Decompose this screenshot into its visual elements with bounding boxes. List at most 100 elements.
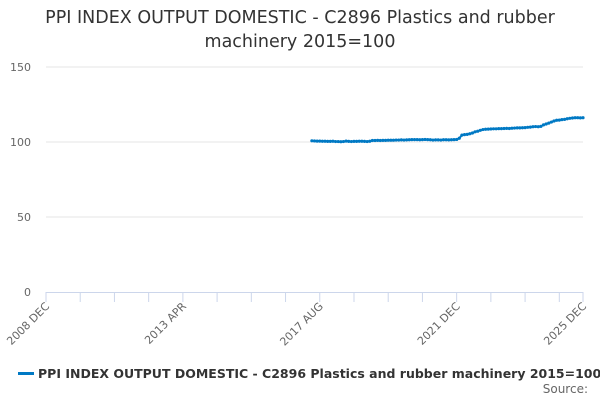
y-tick-label: 100 — [10, 136, 31, 149]
data-point — [441, 138, 446, 142]
data-point — [331, 139, 335, 143]
data-point — [452, 138, 456, 142]
data-point — [470, 131, 475, 135]
data-point — [568, 116, 572, 120]
data-point — [433, 138, 438, 142]
data-point — [431, 138, 435, 142]
data-point — [570, 116, 575, 120]
data-point — [560, 118, 564, 122]
data-point — [444, 138, 448, 142]
data-point — [315, 139, 319, 143]
data-point — [481, 127, 485, 132]
data-point — [547, 121, 551, 125]
data-point — [436, 138, 440, 142]
source-label: Source: — [542, 382, 588, 396]
data-point — [439, 138, 443, 142]
data-point — [486, 127, 490, 131]
data-point — [383, 138, 388, 142]
y-tick-label: 0 — [24, 286, 31, 299]
data-point — [520, 126, 525, 130]
data-point — [389, 138, 393, 142]
data-point — [323, 139, 327, 143]
data-point — [518, 126, 522, 130]
data-point — [373, 138, 377, 143]
data-point — [344, 139, 348, 143]
data-point — [357, 139, 361, 143]
data-point — [355, 139, 359, 143]
data-point — [328, 139, 332, 143]
data-point — [534, 124, 538, 129]
x-tick-label: 2025 DEC — [541, 300, 589, 348]
data-point — [405, 138, 409, 142]
data-point — [402, 138, 406, 142]
data-point — [455, 137, 459, 142]
data-point — [341, 139, 346, 144]
data-point — [573, 116, 577, 120]
data-point — [489, 127, 493, 131]
data-point — [362, 139, 367, 143]
data-point — [541, 123, 546, 127]
data-point — [426, 138, 430, 142]
data-point — [349, 139, 353, 144]
data-point — [391, 138, 396, 142]
data-point — [476, 129, 480, 133]
data-point — [457, 136, 461, 140]
data-point — [370, 138, 375, 143]
data-point — [544, 122, 548, 126]
data-point — [376, 138, 380, 142]
data-point — [410, 138, 414, 142]
legend-swatch — [18, 372, 34, 375]
data-point — [365, 139, 369, 144]
data-point — [320, 139, 324, 143]
data-point — [484, 127, 488, 131]
data-point — [494, 127, 498, 131]
series-line — [311, 116, 584, 143]
data-point — [333, 139, 338, 144]
data-point — [507, 126, 511, 131]
data-point — [368, 139, 372, 143]
data-point — [576, 116, 580, 120]
data-point — [360, 139, 364, 143]
data-point — [497, 127, 501, 131]
data-point — [555, 118, 559, 122]
data-point — [381, 138, 385, 142]
data-point — [502, 126, 506, 131]
data-point — [352, 139, 356, 143]
data-point — [415, 138, 419, 142]
data-point — [326, 139, 330, 143]
data-point — [526, 125, 530, 129]
data-point — [449, 138, 453, 142]
x-tick-label: 2008 DEC — [4, 300, 52, 348]
data-point — [447, 138, 451, 142]
data-point — [581, 116, 585, 120]
x-tick-label: 2021 DEC — [415, 300, 463, 348]
legend-item[interactable]: PPI INDEX OUTPUT DOMESTIC - C2896 Plasti… — [18, 366, 600, 381]
data-point — [310, 139, 314, 143]
data-point — [478, 128, 482, 132]
data-point — [536, 125, 540, 129]
data-point — [565, 117, 569, 121]
data-point — [378, 138, 382, 143]
data-point — [312, 139, 317, 143]
data-point — [491, 127, 496, 131]
data-point — [539, 124, 543, 128]
data-point — [557, 118, 561, 122]
data-point — [505, 126, 509, 130]
data-point — [336, 139, 340, 144]
data-point — [407, 138, 411, 142]
data-point — [512, 126, 517, 130]
data-point — [468, 132, 472, 136]
data-point — [394, 138, 398, 142]
y-tick-label: 50 — [17, 211, 31, 224]
data-point — [499, 127, 503, 131]
data-point — [423, 137, 427, 142]
data-point — [318, 139, 322, 143]
data-point — [549, 120, 554, 124]
data-point — [462, 133, 467, 137]
data-point — [428, 138, 432, 142]
x-tick-label: 2017 AUG — [277, 300, 326, 349]
data-point — [562, 117, 567, 121]
data-point — [523, 126, 527, 130]
data-point — [347, 139, 351, 143]
